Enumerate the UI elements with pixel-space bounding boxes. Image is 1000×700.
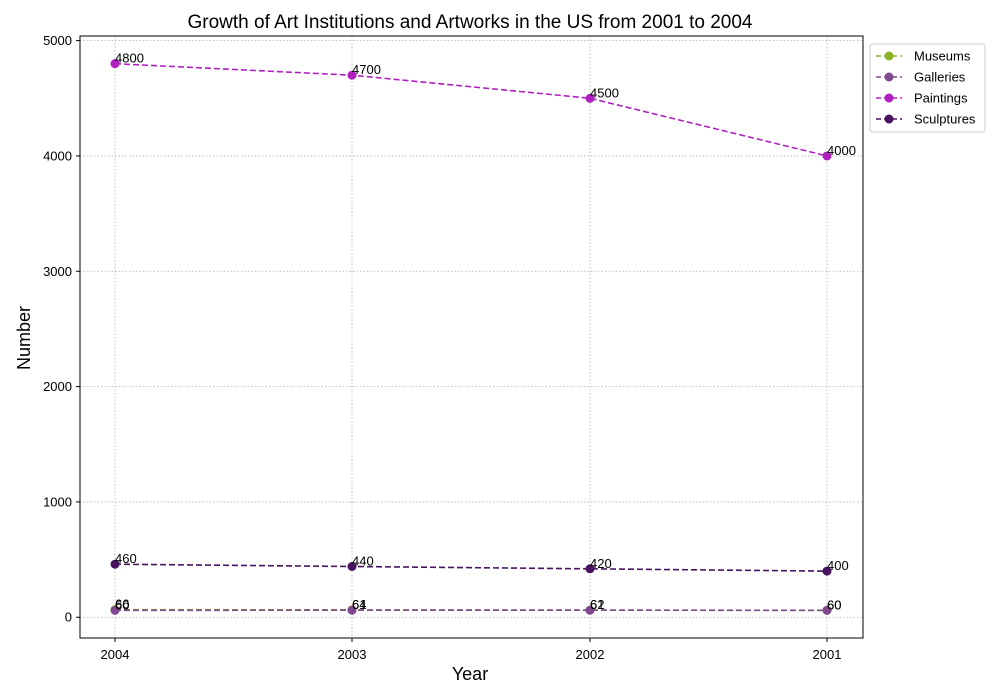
data-label-sculptures: 440 — [352, 553, 374, 568]
data-point-paintings — [347, 70, 357, 80]
data-point-galleries — [110, 605, 120, 615]
data-point-galleries — [822, 605, 832, 615]
legend-marker-paintings — [884, 93, 894, 103]
data-label-galleries: 60 — [115, 597, 129, 612]
data-label-museums: 60 — [827, 597, 841, 612]
data-label-galleries: 61 — [590, 597, 604, 612]
legend-label-sculptures: Sculptures — [914, 112, 976, 127]
data-label-paintings: 4500 — [590, 85, 619, 100]
data-label-paintings: 4700 — [352, 62, 381, 77]
data-label-sculptures: 460 — [115, 551, 137, 566]
data-label-museums: 66 — [115, 597, 129, 612]
grid — [80, 36, 863, 638]
y-tick-label: 4000 — [43, 148, 72, 163]
y-tick-label: 2000 — [43, 379, 72, 394]
data-point-paintings — [110, 59, 120, 69]
data-point-sculptures — [585, 564, 595, 574]
y-tick-label: 1000 — [43, 494, 72, 509]
legend-marker-sculptures — [884, 114, 894, 124]
data-label-galleries: 61 — [352, 597, 366, 612]
x-tick-label: 2001 — [813, 647, 842, 662]
data-label-paintings: 4800 — [115, 51, 144, 66]
legend: Museums Galleries Paintings Sculptures — [869, 43, 986, 133]
x-axis-label: Year — [452, 664, 488, 684]
data-point-galleries — [347, 605, 357, 615]
legend-box — [869, 43, 986, 133]
y-tick-label: 3000 — [43, 264, 72, 279]
data-label-galleries: 60 — [827, 597, 841, 612]
series-line-sculptures — [114, 563, 828, 572]
legend-label-paintings: Paintings — [914, 91, 968, 106]
legend-marker-galleries — [884, 72, 894, 82]
data-point-sculptures — [347, 561, 357, 571]
plot-frame — [79, 35, 864, 639]
data-point-sculptures — [110, 559, 120, 569]
data-label-sculptures: 420 — [590, 556, 612, 571]
data-point-paintings — [585, 93, 595, 103]
data-label-sculptures: 400 — [827, 558, 849, 573]
data-label-paintings: 4000 — [827, 143, 856, 158]
data-label-museums: 62 — [590, 597, 604, 612]
legend-marker-museums — [884, 51, 894, 61]
series-line-paintings — [114, 62, 828, 157]
chart-title: Growth of Art Institutions and Artworks … — [187, 12, 752, 33]
series-lines — [110, 59, 832, 615]
y-tick-label: 5000 — [43, 33, 72, 48]
data-point-paintings — [822, 151, 832, 161]
y-tick-label: 0 — [65, 610, 72, 625]
x-tick-label: 2003 — [338, 647, 367, 662]
data-label-museums: 64 — [352, 597, 366, 612]
data-point-sculptures — [822, 566, 832, 576]
y-axis-label: Number — [14, 306, 34, 370]
axis-ticks: 0 1000 2000 3000 4000 5000 2004 2003 2002 2001 — [43, 33, 841, 662]
legend-label-museums: Museums — [914, 49, 971, 64]
x-tick-label: 2002 — [576, 647, 605, 662]
data-point-galleries — [585, 605, 595, 615]
x-tick-label: 2004 — [101, 647, 130, 662]
legend-label-galleries: Galleries — [914, 70, 966, 85]
